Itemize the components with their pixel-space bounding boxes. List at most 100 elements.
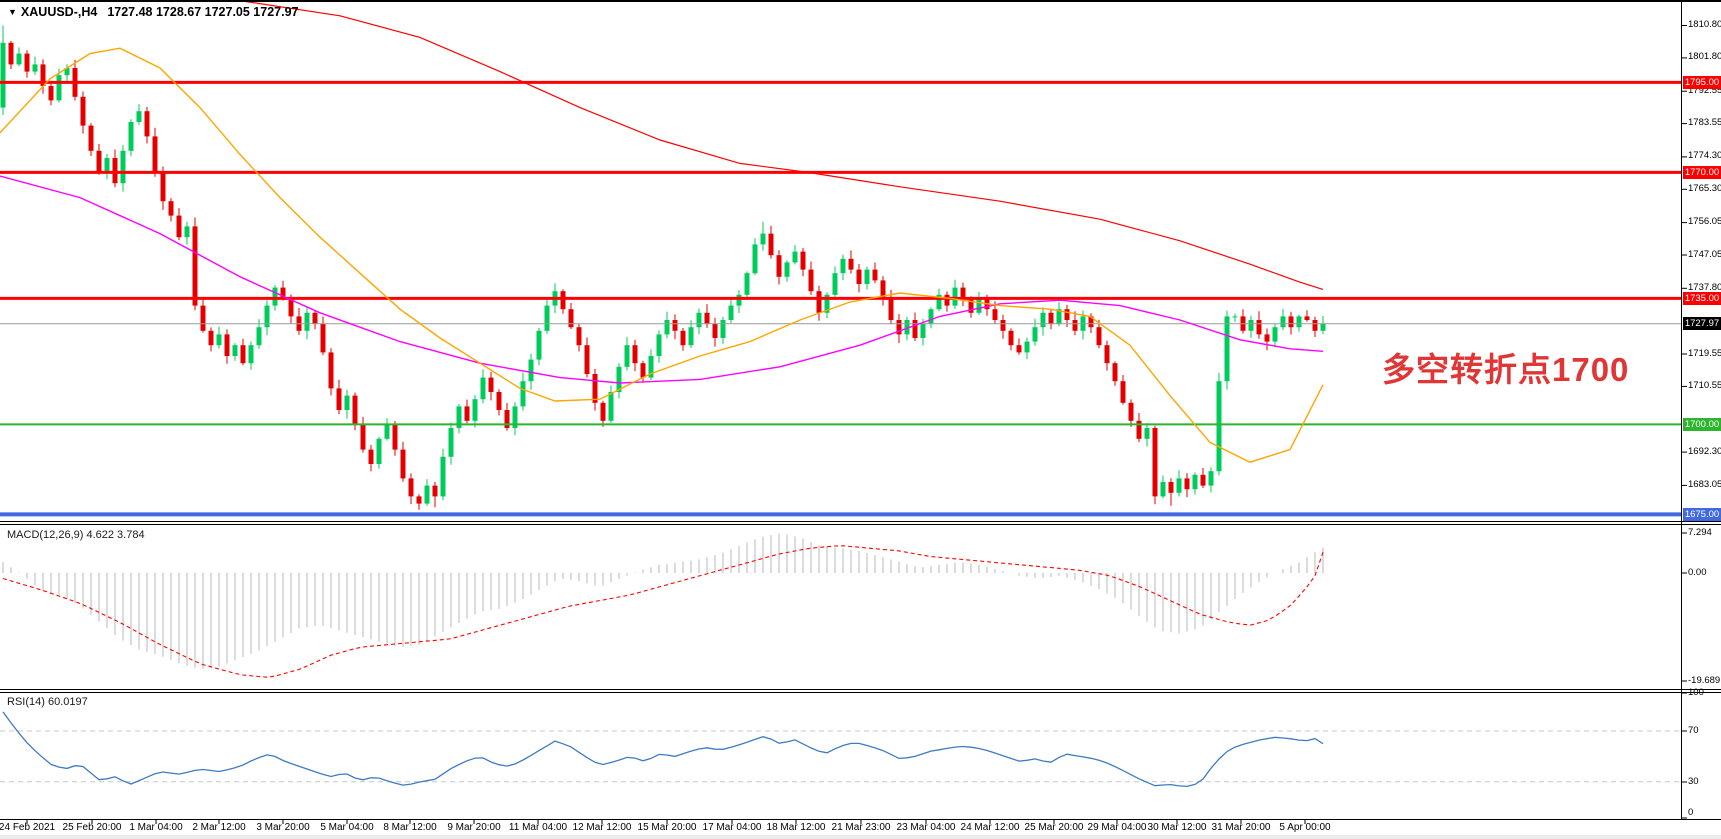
candle-body: [1120, 381, 1126, 403]
candle-body: [728, 305, 734, 320]
candle-body: [704, 312, 710, 324]
candle-body: [952, 287, 958, 306]
time-axis-label: 11 Mar 04:00: [508, 822, 568, 833]
price-axis-label-1737.80: 1737.80: [1688, 281, 1721, 293]
price-level-box-1795.00: 1795.00: [1683, 75, 1721, 89]
candle-body: [440, 456, 446, 497]
candle-body: [432, 485, 438, 497]
candle-body: [424, 485, 430, 504]
candle-body: [936, 294, 942, 310]
candle-body: [928, 309, 934, 324]
candle-body: [1320, 323, 1326, 331]
candle-body: [904, 320, 910, 335]
candle-body: [1152, 428, 1158, 497]
candle-body: [656, 334, 662, 356]
candle-body: [504, 410, 510, 428]
candle-body: [880, 280, 886, 299]
candle-body: [128, 122, 134, 151]
candle-body: [792, 251, 798, 263]
candle-body: [624, 345, 630, 367]
candle-body: [1016, 345, 1022, 353]
time-axis-label: 17 Mar 04:00: [702, 822, 762, 833]
candle-body: [240, 345, 246, 364]
candle-body: [688, 327, 694, 346]
symbol-timeframe: XAUUSD-,H4: [20, 5, 98, 19]
candle-body: [152, 136, 158, 173]
candle-body: [312, 312, 318, 324]
candle-body: [360, 424, 366, 450]
candle-body: [512, 406, 518, 428]
candle-body: [496, 392, 502, 410]
candle-body: [832, 273, 838, 295]
candle-body: [968, 298, 974, 313]
candle-body: [1256, 320, 1262, 335]
candle-body: [144, 111, 150, 137]
candle-body: [176, 215, 182, 238]
candle-body: [528, 359, 534, 382]
price-axis-label-1774.30: 1774.30: [1688, 150, 1721, 162]
candle-body: [168, 201, 174, 216]
price-axis-label-100: 100: [1688, 686, 1704, 698]
candle-body: [352, 395, 358, 425]
rsi-line: [2, 711, 1324, 788]
candle-body: [824, 294, 830, 313]
price-axis-label-0: 0: [1688, 806, 1694, 818]
candle-body: [752, 244, 758, 274]
candle-body: [120, 150, 126, 184]
time-axis-label: 25 Feb 20:00: [62, 822, 122, 833]
time-axis-label: 23 Mar 04:00: [896, 822, 956, 833]
candle-body: [216, 334, 222, 346]
candle-body: [640, 363, 646, 378]
candle-body: [408, 478, 414, 497]
candle-body: [192, 226, 198, 306]
candle-body: [592, 374, 598, 403]
candle-body: [384, 424, 390, 439]
candle-body: [992, 309, 998, 320]
candle-body: [184, 226, 190, 238]
candle-body: [88, 125, 94, 151]
candle-body: [584, 345, 590, 374]
candle-body: [568, 309, 574, 328]
time-axis-label: 31 Mar 20:00: [1211, 822, 1271, 833]
candle-body: [816, 291, 822, 313]
candle-body: [288, 298, 294, 317]
price-axis-label-1747.05: 1747.05: [1688, 248, 1721, 260]
candle-body: [664, 320, 670, 335]
time-axis-label: 24 Mar 12:00: [960, 822, 1020, 833]
candle-body: [24, 53, 30, 72]
candle-body: [472, 399, 478, 421]
chart-title: ▼ XAUUSD-,H4 1727.48 1728.67 1727.05 1727.…: [8, 5, 298, 19]
candle-body: [616, 366, 622, 392]
ma-short-orange: [0, 47, 1324, 463]
candle-body: [112, 158, 118, 184]
candle-body: [280, 287, 286, 299]
candle-body: [576, 327, 582, 346]
candle-body: [464, 406, 470, 421]
candle-body: [208, 330, 214, 346]
candle-body: [1280, 316, 1286, 328]
time-axis-label: 15 Mar 20:00: [637, 822, 697, 833]
candle-body: [1032, 327, 1038, 342]
candle-body: [104, 158, 110, 173]
ma-mid-magenta: [0, 175, 1324, 384]
candle-body: [1064, 309, 1070, 320]
candle-body: [960, 287, 966, 299]
price-axis-label-70: 70: [1688, 724, 1699, 736]
candle-body: [784, 262, 790, 277]
candle-body: [1296, 316, 1302, 328]
candle-body: [1288, 316, 1294, 328]
symbol-dropdown-icon[interactable]: ▼: [8, 7, 17, 17]
time-axis-label: 9 Mar 20:00: [447, 822, 501, 833]
price-level-box-1727.97: 1727.97: [1683, 317, 1721, 331]
candle-body: [56, 75, 62, 101]
candle-body: [672, 320, 678, 331]
candle-body: [1272, 327, 1278, 342]
candle-body: [600, 402, 606, 421]
candle-body: [448, 428, 454, 457]
time-axis-label: 3 Mar 20:00: [256, 822, 310, 833]
candle-body: [560, 291, 566, 310]
candle-body: [304, 312, 310, 331]
candle-body: [720, 320, 726, 338]
